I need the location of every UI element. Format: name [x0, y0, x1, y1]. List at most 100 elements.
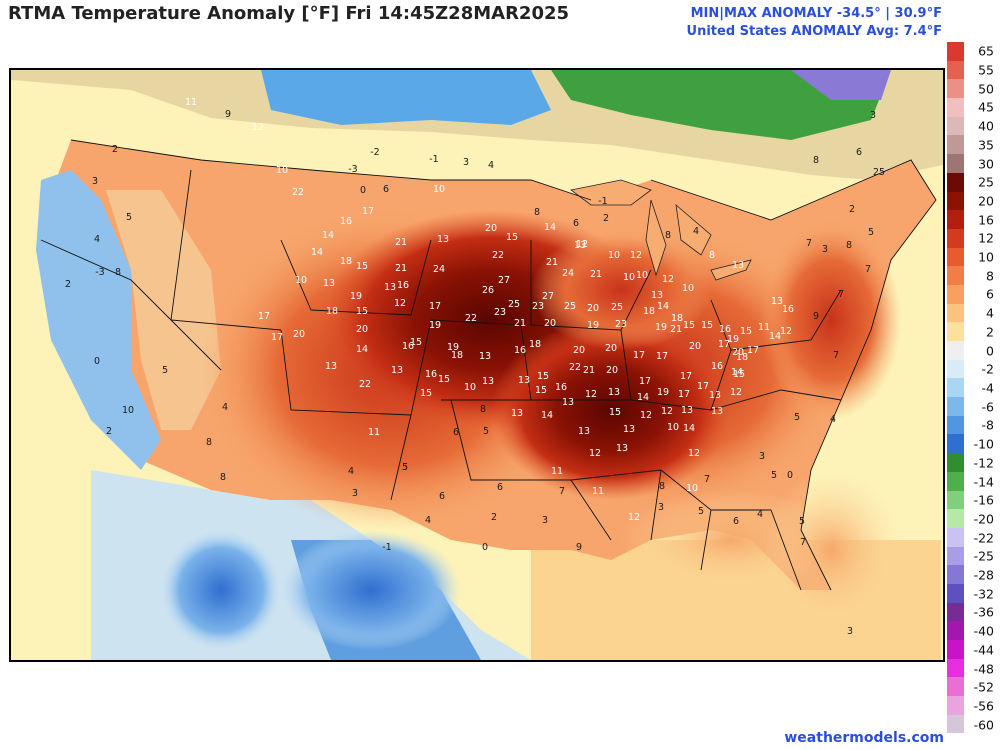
- anomaly-value: 17: [697, 381, 709, 392]
- anomaly-value: 7: [833, 350, 839, 361]
- colorbar-tick-label: -20: [973, 511, 994, 527]
- anomaly-value: 15: [740, 326, 752, 337]
- colorbar-swatch: [947, 322, 964, 341]
- anomaly-value: 14: [657, 301, 669, 312]
- anomaly-value: 15: [535, 385, 547, 396]
- anomaly-value: 12: [662, 274, 674, 285]
- anomaly-value: 13: [518, 375, 530, 386]
- canada-cool-region: [261, 70, 551, 125]
- anomaly-value: 4: [693, 226, 699, 237]
- colorbar-tick-label: -4: [981, 380, 994, 396]
- anomaly-value: 13: [608, 387, 620, 398]
- colorbar-tick-label: -6: [981, 399, 994, 415]
- anomaly-value: 17: [639, 376, 651, 387]
- anomaly-value: 8: [534, 207, 540, 218]
- colorbar-swatch: [947, 60, 964, 80]
- colorbar-tick-label: 10: [978, 249, 994, 265]
- anomaly-value: 2: [106, 426, 112, 437]
- anomaly-value: 9: [225, 109, 231, 120]
- anomaly-value: 12: [589, 448, 601, 459]
- anomaly-value: 8: [220, 472, 226, 483]
- colorbar-swatch: [947, 453, 964, 472]
- colorbar-swatch: [947, 341, 964, 360]
- anomaly-value: -1: [382, 542, 391, 553]
- anomaly-value: 9: [576, 542, 582, 553]
- anomaly-value: 5: [794, 412, 800, 423]
- anomaly-value: 13: [384, 282, 396, 293]
- great-basin: [106, 190, 221, 430]
- anomaly-value: 12: [252, 122, 264, 133]
- anomaly-value: -1: [429, 154, 438, 165]
- anomaly-value: 21: [590, 269, 602, 280]
- anomaly-value: 5: [402, 462, 408, 473]
- anomaly-value: 25: [564, 301, 576, 312]
- anomaly-value: 5: [126, 212, 132, 223]
- anomaly-value: 7: [865, 264, 871, 275]
- anomaly-value: 3: [658, 502, 664, 513]
- anomaly-value: 17: [680, 371, 692, 382]
- anomaly-value: 0: [482, 542, 488, 553]
- anomaly-value: 13: [709, 390, 721, 401]
- site-credit[interactable]: weathermodels.com: [784, 730, 944, 746]
- colorbar-tick-label: 8: [986, 268, 994, 284]
- anomaly-value: 7: [838, 289, 844, 300]
- anomaly-value: 12: [394, 298, 406, 309]
- colorbar-tick-label: -12: [973, 455, 994, 471]
- anomaly-value: 16: [514, 345, 526, 356]
- anomaly-value: 27: [498, 275, 510, 286]
- anomaly-value: 13: [437, 234, 449, 245]
- colorbar-tick-label: 2: [986, 324, 994, 340]
- anomaly-value: 12: [688, 448, 700, 459]
- anomaly-value: -1: [598, 196, 607, 207]
- anomaly-value: 5: [402, 462, 408, 473]
- anomaly-value: 4: [348, 466, 354, 477]
- anomaly-value: 26: [482, 285, 494, 296]
- anomaly-value: 15: [420, 388, 432, 399]
- colorbar-tick-label: -10: [973, 436, 994, 452]
- anomaly-value: 17: [718, 339, 730, 350]
- anomaly-value: 3: [352, 488, 358, 499]
- anomaly-value: 12: [730, 387, 742, 398]
- anomaly-value: 17: [362, 206, 374, 217]
- anomaly-value: 8: [813, 155, 819, 166]
- canada-purple-region: [791, 70, 891, 100]
- anomaly-value: 14: [541, 410, 553, 421]
- anomaly-value: 13: [325, 361, 337, 372]
- anomaly-value: 12: [780, 326, 792, 337]
- lake-erie: [710, 259, 752, 281]
- anomaly-value: 24: [433, 264, 445, 275]
- anomaly-value: 10: [433, 184, 445, 195]
- anomaly-value: 10: [276, 165, 288, 176]
- anomaly-value: 12: [630, 250, 642, 261]
- anomaly-value: 21: [514, 318, 526, 329]
- colorbar-tick-label: 45: [978, 99, 994, 115]
- warm-great-lakes: [531, 230, 711, 350]
- anomaly-value: -3: [95, 267, 104, 278]
- anomaly-value: 18: [736, 352, 748, 363]
- anomaly-value: 13: [323, 278, 335, 289]
- anomaly-value: 5: [698, 506, 704, 517]
- anomaly-value: 17: [747, 345, 759, 356]
- anomaly-value: 6: [383, 184, 389, 195]
- anomaly-value: 5: [799, 516, 805, 527]
- anomaly-value: 16: [719, 324, 731, 335]
- anomaly-value: 16: [402, 341, 414, 352]
- anomaly-value: 8: [206, 437, 212, 448]
- us-average-anomaly: United States ANOMALY Avg: 7.4°F: [686, 24, 942, 39]
- anomaly-value: 13: [732, 260, 744, 271]
- anomaly-value: 4: [222, 402, 228, 413]
- colorbar-swatch: [947, 359, 964, 379]
- colorbar-swatch: [947, 714, 964, 734]
- anomaly-value: 22: [492, 250, 504, 261]
- colorbar-swatch: [947, 154, 964, 173]
- anomaly-value: 10: [667, 422, 679, 433]
- anomaly-value: 16: [555, 382, 567, 393]
- anomaly-value: 10: [295, 275, 307, 286]
- colorbar-swatch: [947, 378, 964, 398]
- anomaly-value: 18: [529, 339, 541, 350]
- anomaly-value: 19: [350, 291, 362, 302]
- anomaly-value: 16: [711, 361, 723, 372]
- anomaly-value: 10: [623, 272, 635, 283]
- anomaly-value: 3: [870, 110, 876, 121]
